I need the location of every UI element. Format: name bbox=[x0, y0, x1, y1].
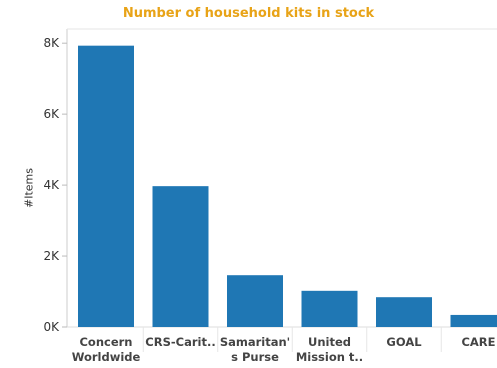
bar[interactable] bbox=[376, 297, 432, 327]
bar[interactable] bbox=[450, 314, 497, 327]
chart-title: Number of household kits in stock bbox=[122, 6, 375, 21]
y-tick-label: 8K bbox=[43, 36, 60, 50]
bar[interactable] bbox=[78, 45, 134, 328]
x-category-label: Concern Worldwide bbox=[72, 335, 141, 364]
y-tick-label: 2K bbox=[43, 249, 60, 263]
bars bbox=[78, 45, 497, 328]
y-tick-label: 4K bbox=[43, 178, 60, 192]
x-category-label: CRS-Carit.. bbox=[145, 335, 215, 349]
x-category-label: CARE bbox=[461, 335, 495, 349]
bar[interactable] bbox=[301, 290, 358, 327]
y-axis-ticks: 0K 2K 4K 6K 8K bbox=[43, 36, 67, 334]
x-category-label: Samaritan' s Purse bbox=[220, 335, 290, 364]
x-axis-category-labels: Concern Worldwide CRS-Carit.. Samaritan' s P… bbox=[72, 335, 496, 364]
x-category-label: GOAL bbox=[386, 335, 422, 349]
bar[interactable] bbox=[227, 275, 283, 327]
x-category-label: United Mission t.. bbox=[296, 335, 363, 364]
y-tick-label: 0K bbox=[43, 320, 60, 334]
bar[interactable] bbox=[152, 186, 209, 327]
y-tick-label: 6K bbox=[43, 107, 60, 121]
